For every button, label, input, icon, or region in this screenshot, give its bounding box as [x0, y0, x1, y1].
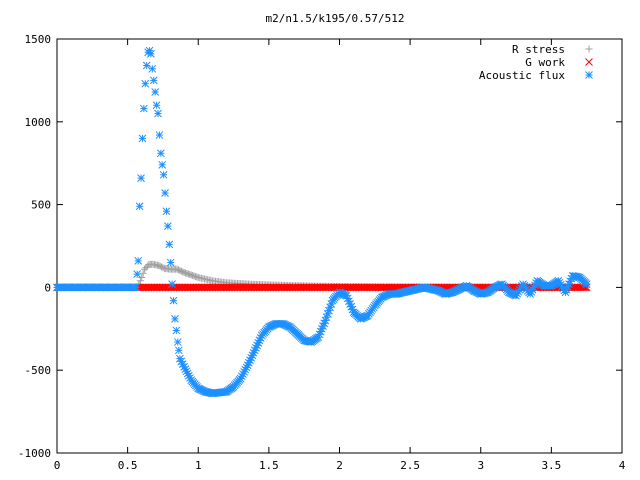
data-point [135, 202, 144, 211]
y-tick-label: 0 [44, 281, 51, 294]
x-tick-label: 1.5 [259, 459, 279, 472]
data-point [136, 277, 144, 285]
data-point [138, 134, 147, 143]
data-point [142, 61, 151, 70]
data-point [156, 149, 165, 158]
data-point [139, 269, 147, 277]
data-point [174, 346, 183, 355]
x-tick-label: 0.5 [118, 459, 138, 472]
data-point [168, 280, 176, 288]
legend-label: Acoustic flux [479, 69, 565, 82]
legend-marker [585, 58, 593, 66]
y-tick-label: -1000 [18, 447, 51, 460]
x-tick-label: 0 [54, 459, 61, 472]
plot-marks [53, 46, 591, 398]
x-tick-label: 2.5 [400, 459, 420, 472]
data-point [154, 109, 162, 118]
legend-label: R stress [512, 43, 565, 56]
data-point [138, 273, 146, 281]
data-point [564, 282, 572, 291]
data-point [140, 104, 148, 113]
y-tick-label: -500 [25, 364, 52, 377]
x-tick-label: 4 [619, 459, 626, 472]
data-point [151, 88, 160, 96]
data-point [172, 326, 181, 335]
x-tick-label: 1 [195, 459, 202, 472]
data-point [171, 315, 179, 323]
data-point [169, 296, 178, 305]
data-point [149, 76, 158, 85]
x-tick-label: 3.5 [541, 459, 561, 472]
legend-marker [585, 45, 593, 53]
data-point [241, 365, 250, 374]
axes: 0 0.5 1 1.5 2 2.5 3 3.5 4 -1000 -500 0 500 1000 1500 [18, 33, 626, 472]
data-point [141, 79, 150, 88]
legend-label: G work [525, 56, 565, 69]
data-point [173, 338, 182, 346]
y-tick-label: 1000 [25, 116, 52, 129]
data-point [164, 222, 172, 230]
chart-title: m2/n1.5/k195/0.57/512 [265, 12, 404, 25]
y-tick-label: 1500 [25, 33, 52, 46]
data-point [155, 131, 164, 139]
data-point [582, 280, 591, 288]
data-point [161, 189, 169, 197]
y-tick-label: 500 [31, 199, 51, 212]
data-point [132, 283, 140, 292]
data-point [239, 370, 247, 378]
data-point [133, 270, 142, 279]
data-point [166, 258, 175, 267]
data-point [134, 257, 143, 265]
data-point [147, 50, 155, 58]
x-tick-label: 3 [477, 459, 484, 472]
series-acoustic-flux [53, 46, 591, 398]
data-point [165, 240, 174, 249]
x-tick-label: 2 [336, 459, 343, 472]
data-point [137, 174, 145, 182]
data-point [158, 161, 167, 169]
plot-frame [56, 38, 623, 454]
legend-marker [585, 71, 593, 79]
data-point [159, 170, 168, 179]
data-point [152, 101, 161, 110]
data-point [148, 64, 157, 73]
data-point [162, 207, 171, 216]
